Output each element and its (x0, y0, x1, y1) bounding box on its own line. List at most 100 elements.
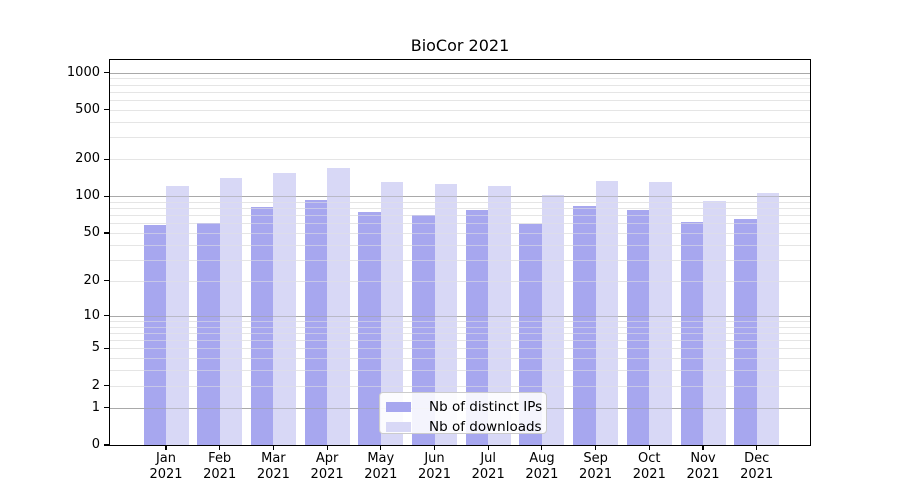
x-tick-year: 2021 (525, 467, 559, 482)
minor-gridline-overlay (110, 385, 810, 387)
x-tick-year: 2021 (149, 467, 183, 482)
x-tick-mark (326, 446, 328, 450)
y-tick-label: 5 (91, 340, 100, 356)
x-tick-label: Nov 2021 (673, 451, 733, 483)
y-tick-label: 1000 (66, 64, 100, 80)
legend-item-downloads: Nb of downloads (380, 417, 546, 437)
minor-gridline-overlay (110, 259, 810, 261)
x-tick-year: 2021 (632, 467, 666, 482)
x-tick-mark (541, 446, 543, 450)
x-tick-month: Jul (480, 451, 497, 466)
minor-gridline-overlay (110, 78, 810, 80)
x-tick-label: Oct 2021 (619, 451, 679, 483)
minor-gridline-overlay (110, 370, 810, 372)
y-tick-label: 500 (75, 101, 100, 117)
major-gridline-overlay (110, 196, 810, 198)
bar-downloads (541, 195, 565, 445)
minor-gridline-overlay (110, 91, 810, 93)
y-tick-label: 1 (91, 399, 100, 415)
bar-downloads (327, 167, 350, 445)
legend-label-downloads: Nb of downloads (429, 419, 542, 435)
x-tick-month: Sep (583, 451, 608, 466)
y-tick-label: 100 (75, 188, 100, 204)
bar-distinct-ips (250, 207, 274, 445)
y-tick-label: 10 (83, 307, 100, 323)
major-gridline-overlay (110, 315, 810, 317)
minor-gridline-overlay (110, 137, 810, 139)
minor-gridline-overlay (110, 109, 810, 111)
x-tick-year: 2021 (579, 467, 613, 482)
major-gridline-overlay (110, 72, 810, 74)
y-tick-mark (104, 71, 109, 74)
legend: Nb of distinct IPs Nb of downloads (379, 392, 547, 437)
minor-gridline-overlay (110, 280, 810, 282)
bar-distinct-ips (197, 223, 220, 445)
y-tick-mark (104, 158, 109, 160)
x-tick-year: 2021 (310, 467, 344, 482)
x-tick-label: Aug 2021 (512, 451, 572, 483)
x-tick-month: Aug (529, 451, 555, 466)
minor-gridline-overlay (110, 320, 810, 322)
legend-item-distinct-ips: Nb of distinct IPs (380, 397, 546, 417)
x-tick-year: 2021 (740, 467, 774, 482)
plot-area (110, 60, 810, 445)
x-tick-mark (165, 446, 167, 450)
minor-gridline-overlay (110, 244, 810, 246)
minor-gridline-overlay (110, 223, 810, 225)
x-tick-mark (380, 446, 382, 450)
legend-swatch-distinct-ips-icon (386, 402, 411, 412)
bar-downloads (595, 180, 619, 445)
x-tick-year: 2021 (256, 467, 290, 482)
legend-label-distinct-ips: Nb of distinct IPs (429, 399, 543, 415)
bar-downloads (756, 193, 780, 445)
y-tick-mark (104, 347, 109, 349)
bar-downloads (434, 184, 457, 445)
x-tick-label: Apr 2021 (297, 451, 357, 483)
bar-distinct-ips (519, 224, 542, 445)
y-tick-mark (104, 109, 109, 111)
x-tick-mark (219, 446, 221, 450)
x-tick-mark (756, 446, 758, 450)
minor-gridline-overlay (110, 340, 810, 342)
x-tick-month: Jun (424, 451, 445, 466)
y-tick-label: 20 (83, 272, 100, 288)
legend-swatch-downloads-icon (386, 422, 411, 432)
x-tick-year: 2021 (203, 467, 237, 482)
x-tick-year: 2021 (364, 467, 398, 482)
x-tick-year: 2021 (417, 467, 452, 482)
minor-gridline-overlay (110, 100, 810, 102)
x-tick-mark (595, 446, 597, 450)
minor-gridline-overlay (110, 159, 810, 161)
minor-gridline-overlay (110, 332, 810, 334)
x-tick-month: Mar (261, 451, 286, 466)
bar-downloads (380, 182, 404, 445)
x-tick-mark (433, 446, 436, 450)
bar-distinct-ips (573, 206, 596, 445)
bar-distinct-ips (304, 200, 328, 445)
x-tick-month: Feb (208, 451, 232, 466)
minor-gridline-overlay (110, 84, 810, 86)
x-tick-label: Feb 2021 (190, 451, 250, 483)
y-tick-mark (104, 195, 109, 197)
x-tick-month: Nov (690, 451, 716, 466)
bar-distinct-ips (412, 215, 435, 445)
bar-distinct-ips (143, 225, 166, 445)
x-tick-label: Jun 2021 (405, 451, 465, 483)
bar-distinct-ips (734, 219, 757, 445)
y-tick-mark (104, 444, 109, 446)
y-tick-label: 2 (91, 377, 100, 393)
minor-gridline-overlay (110, 348, 810, 350)
x-tick-mark (272, 446, 274, 450)
x-tick-month: Oct (638, 451, 661, 466)
x-tick-label: Sep 2021 (566, 451, 626, 483)
minor-gridline-overlay (110, 121, 810, 123)
bar-downloads (219, 177, 243, 445)
x-tick-mark (487, 446, 489, 450)
y-tick-mark (104, 385, 109, 387)
x-tick-label: Dec 2021 (727, 451, 787, 483)
bar-downloads (273, 172, 296, 445)
x-tick-month: Apr (315, 451, 339, 466)
x-tick-label: Mar 2021 (243, 451, 303, 483)
y-tick-label: 50 (83, 225, 100, 241)
